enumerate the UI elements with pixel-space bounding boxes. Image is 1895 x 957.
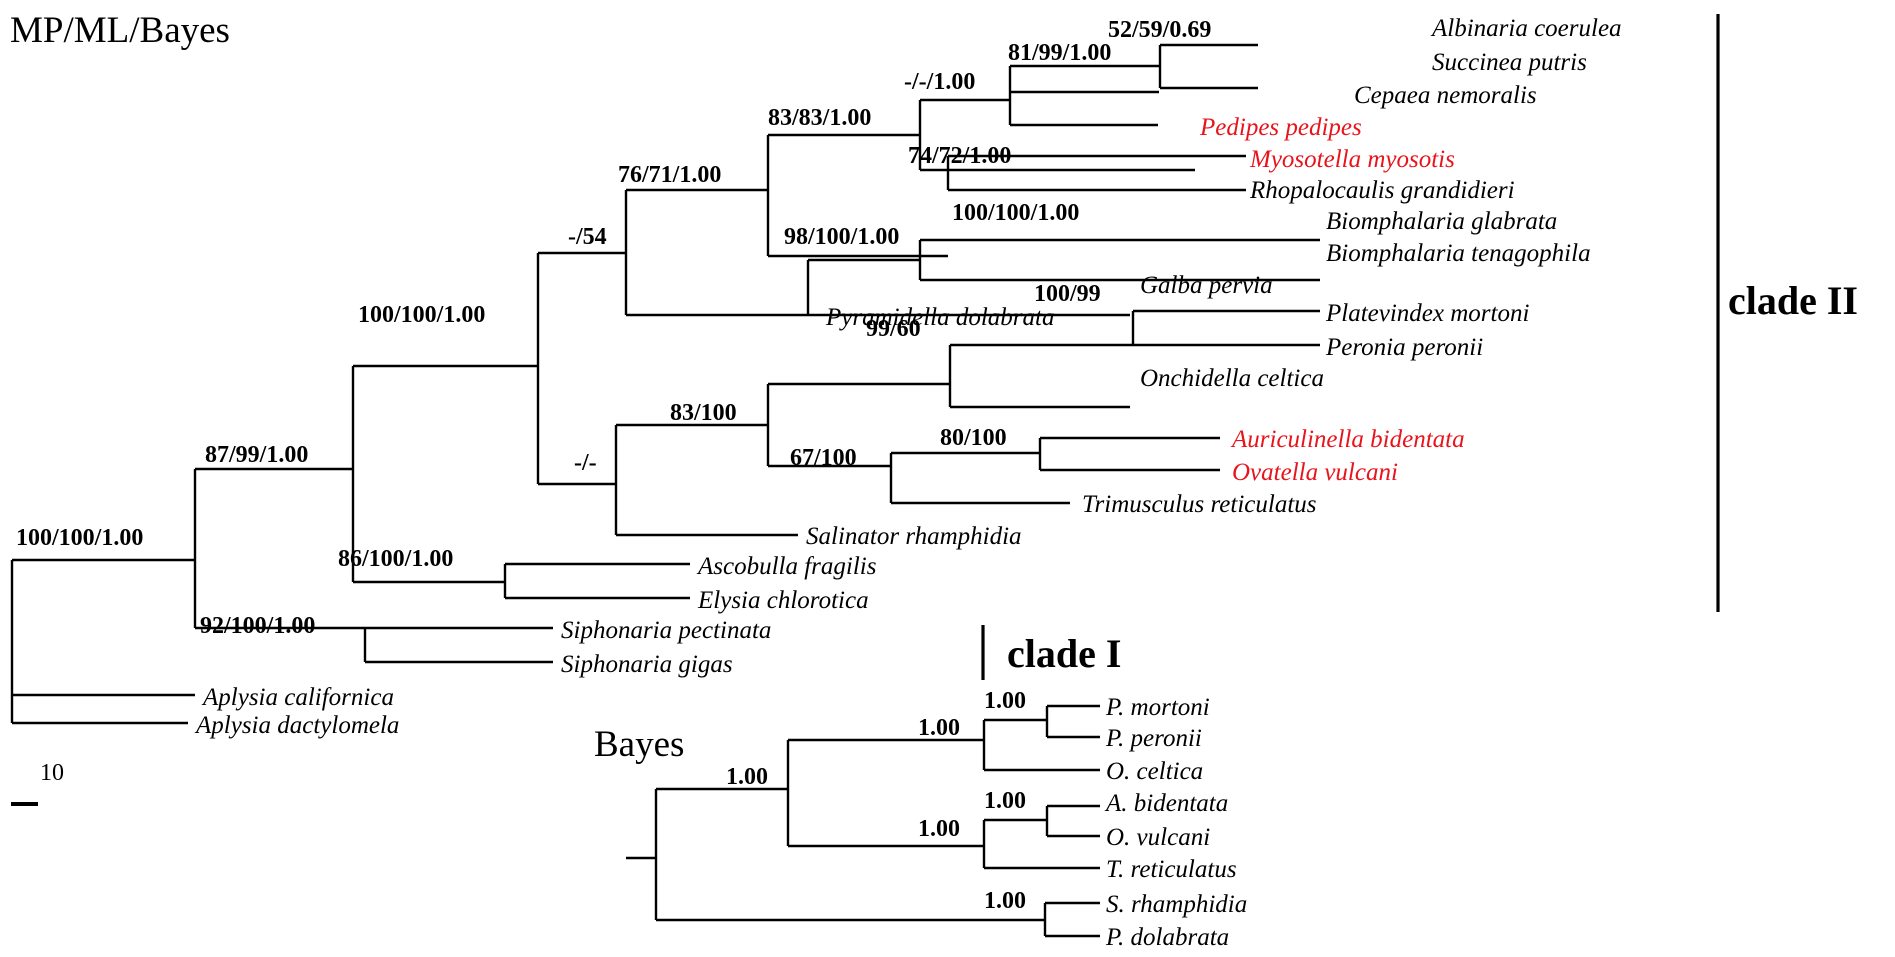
taxon-siphonaria-gigas: Siphonaria gigas: [561, 651, 733, 678]
support-value: 80/100: [940, 425, 1007, 451]
taxon-pedipes-pedipes: Pedipes pedipes: [1199, 114, 1362, 141]
inset-taxon-s-rhamphidia: S. rhamphidia: [1106, 891, 1247, 918]
inset-taxon-p-peronii: P. peronii: [1105, 725, 1202, 752]
taxon-myosotella-myosotis: Myosotella myosotis: [1249, 146, 1455, 173]
taxon-onchidella-celtica: Onchidella celtica: [1140, 365, 1324, 392]
support-value: 99/60: [866, 316, 921, 342]
support-value: 83/100: [670, 400, 737, 426]
taxon-ascobulla-fragilis: Ascobulla fragilis: [696, 553, 876, 580]
support-value: 76/71/1.00: [618, 162, 721, 188]
taxon-rhopalocaulis-grandidieri: Rhopalocaulis grandidieri: [1249, 177, 1515, 204]
support-value: 1.00: [984, 788, 1026, 814]
inset-taxon-o-vulcani: O. vulcani: [1106, 824, 1210, 851]
support-value: 1.00: [726, 764, 768, 790]
taxon-aplysia-dactylomela: Aplysia dactylomela: [194, 712, 399, 739]
main-tree-taxa: Albinaria coerulea Succinea putris Cepae…: [194, 15, 1622, 739]
taxon-platevindex-mortoni: Platevindex mortoni: [1325, 300, 1529, 327]
inset-tree-taxa: P. mortoni P. peronii O. celtica A. bide…: [1104, 694, 1247, 951]
support-value: 87/99/1.00: [205, 442, 308, 468]
inset-taxon-a-bidentata: A. bidentata: [1104, 790, 1228, 817]
taxon-salinator-rhamphidia: Salinator rhamphidia: [806, 523, 1022, 550]
support-value: 100/100/1.00: [952, 200, 1079, 226]
taxon-biomphalaria-tenagophila: Biomphalaria tenagophila: [1326, 240, 1591, 267]
clade-ii-label: clade II: [1728, 278, 1858, 323]
taxon-succinea-putris: Succinea putris: [1432, 49, 1587, 76]
taxon-biomphalaria-glabrata: Biomphalaria glabrata: [1326, 208, 1557, 235]
taxon-auriculinella-bidentata: Auriculinella bidentata: [1230, 426, 1465, 453]
support-value: -/-: [574, 450, 597, 476]
support-value: 100/100/1.00: [358, 302, 485, 328]
support-value: 1.00: [984, 888, 1026, 914]
inset-taxon-p-dolabrata: P. dolabrata: [1105, 924, 1229, 951]
main-tree-support-values: 52/59/0.69 81/99/1.00 -/-/1.00 83/83/1.0…: [16, 17, 1211, 639]
clade-i-label: clade I: [1007, 631, 1121, 676]
support-value: 1.00: [918, 715, 960, 741]
inset-taxon-o-celtica: O. celtica: [1106, 758, 1203, 785]
support-value: 67/100: [790, 445, 857, 471]
taxon-siphonaria-pectinata: Siphonaria pectinata: [561, 617, 771, 644]
main-tree-title: MP/ML/Bayes: [10, 10, 230, 51]
support-value: 83/83/1.00: [768, 105, 871, 131]
support-value: 1.00: [984, 688, 1026, 714]
support-value: 98/100/1.00: [784, 224, 899, 250]
inset-taxon-p-mortoni: P. mortoni: [1105, 694, 1210, 721]
support-value: 86/100/1.00: [338, 546, 453, 572]
support-value: 1.00: [918, 816, 960, 842]
support-value: 52/59/0.69: [1108, 17, 1211, 43]
support-value: 100/100/1.00: [16, 525, 143, 551]
support-value: -/-/1.00: [904, 69, 975, 95]
taxon-cepaea-nemoralis: Cepaea nemoralis: [1354, 82, 1537, 109]
inset-taxon-t-reticulatus: T. reticulatus: [1106, 856, 1237, 883]
taxon-galba-pervia: Galba pervia: [1140, 272, 1273, 299]
taxon-pyramidella-dolabrata: Pyramidella dolabrata: [825, 304, 1054, 331]
support-value: 92/100/1.00: [200, 613, 315, 639]
support-value: -/54: [568, 224, 607, 250]
taxon-aplysia-californica: Aplysia californica: [201, 684, 394, 711]
support-value: 100/99: [1034, 281, 1101, 307]
inset-tree-title: Bayes: [594, 724, 684, 765]
taxon-albinaria-coerulea: Albinaria coerulea: [1430, 15, 1622, 42]
inset-tree-support-values: 1.00 1.00 1.00 1.00 1.00 1.00: [726, 688, 1026, 914]
taxon-peronia-peronii: Peronia peronii: [1325, 334, 1483, 361]
taxon-ovatella-vulcani: Ovatella vulcani: [1232, 459, 1398, 486]
taxon-elysia-chlorotica: Elysia chlorotica: [697, 587, 869, 614]
support-value: 74/72/1.00: [908, 143, 1011, 169]
inset-tree-branches: [626, 704, 1100, 938]
main-tree-branches: [10, 43, 1320, 725]
support-value: 81/99/1.00: [1008, 40, 1111, 66]
taxon-trimusculus-reticulatus: Trimusculus reticulatus: [1082, 491, 1317, 518]
scale-bar-label: 10: [40, 760, 64, 786]
